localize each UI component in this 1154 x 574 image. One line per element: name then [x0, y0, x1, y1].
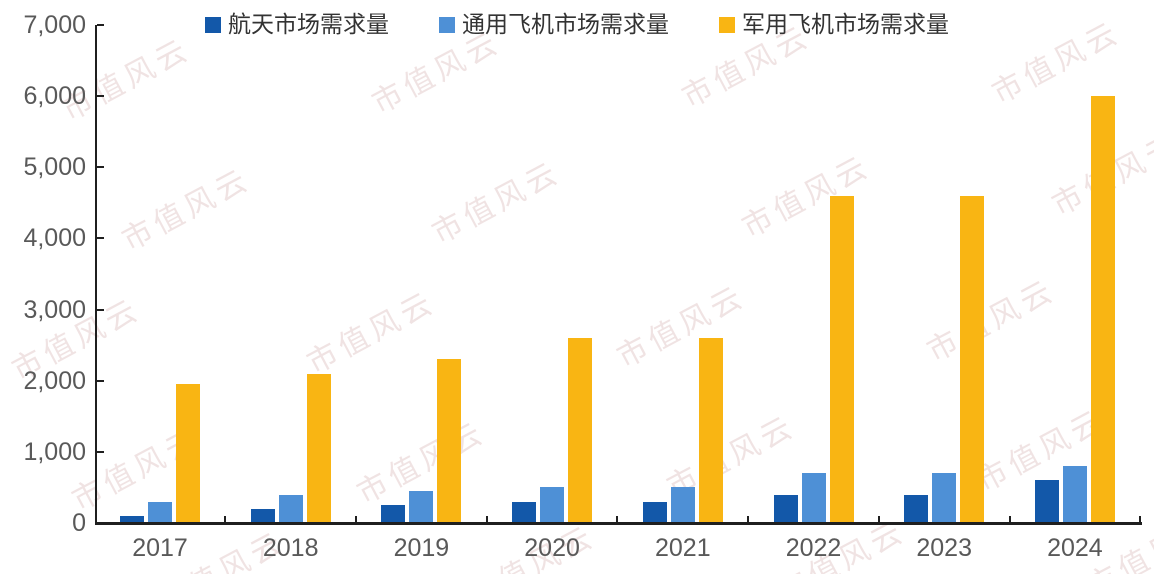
x-axis-tick: [616, 516, 619, 523]
y-axis-label: 4,000: [23, 224, 86, 253]
y-axis-label: 1,000: [23, 437, 86, 466]
bar-s1-2019: [409, 491, 434, 523]
x-axis-line: [95, 522, 1142, 525]
y-axis-line: [95, 25, 97, 525]
legend-item-military-aircraft: 军用飞机市场需求量: [719, 13, 949, 36]
x-axis-tick: [747, 516, 750, 523]
bar-s1-2020: [540, 487, 565, 523]
bar-s2-2023: [960, 196, 985, 523]
x-axis-label-2022: 2022: [785, 534, 842, 562]
bar-s1-2017: [148, 502, 172, 523]
bar-s0-2017: [120, 516, 144, 523]
x-axis-label-2023: 2023: [916, 534, 972, 562]
bar-s0-2018: [250, 509, 275, 523]
x-axis-tick: [224, 516, 227, 523]
bar-group-2019: [381, 359, 462, 523]
bar-group-2024: [1034, 96, 1115, 523]
x-axis-tick: [485, 516, 488, 523]
y-axis-tick: [97, 379, 104, 382]
legend-label-military-aircraft: 军用飞机市场需求量: [742, 11, 949, 37]
y-axis-tick: [97, 450, 104, 453]
legend-label-general-aviation: 通用飞机市场需求量: [462, 11, 669, 37]
bar-s2-2018: [306, 374, 331, 523]
x-axis-tick: [1139, 516, 1142, 523]
bar-s2-2017: [176, 384, 200, 523]
bar-s1-2023: [932, 473, 957, 523]
legend-item-general-aviation: 通用飞机市场需求量: [439, 13, 669, 36]
y-axis-tick: [97, 237, 104, 240]
bar-group-2017: [120, 384, 200, 523]
watermark-text: 市值风云: [57, 32, 197, 128]
bar-s1-2021: [670, 487, 695, 523]
bar-s0-2019: [381, 505, 406, 523]
y-axis-tick: [97, 24, 104, 26]
y-axis-label: 2,000: [23, 366, 86, 395]
bar-s2-2019: [437, 359, 462, 523]
legend-label-aerospace: 航天市场需求量: [228, 11, 389, 37]
x-axis-label-2019: 2019: [393, 534, 450, 562]
y-axis-label: 3,000: [23, 295, 86, 324]
watermark-text: 市值风云: [117, 162, 257, 258]
bar-s2-2020: [568, 338, 593, 523]
bar-s1-2022: [801, 473, 826, 523]
bar-s2-2022: [829, 196, 854, 523]
y-axis-tick: [97, 95, 104, 98]
y-axis-label: 5,000: [23, 153, 86, 182]
bar-s2-2024: [1090, 96, 1115, 523]
chart-legend: 航天市场需求量 通用飞机市场需求量 军用飞机市场需求量: [0, 13, 1154, 36]
watermark-text: 市值风云: [427, 155, 567, 251]
bar-group-2018: [250, 374, 331, 523]
bar-s0-2023: [904, 495, 929, 523]
y-axis-label: 7,000: [23, 11, 86, 39]
x-axis-label-2020: 2020: [524, 534, 580, 562]
legend-item-aerospace: 航天市场需求量: [205, 13, 389, 36]
bar-s2-2021: [698, 338, 723, 523]
bar-s1-2024: [1062, 466, 1087, 523]
bar-group-2022: [773, 196, 854, 523]
bar-group-2020: [512, 338, 593, 523]
y-axis-label: 0: [72, 509, 86, 537]
legend-swatch-aerospace-icon: [205, 16, 221, 33]
bar-s0-2021: [642, 502, 667, 523]
y-axis-tick: [97, 166, 104, 169]
x-axis-tick: [355, 516, 358, 523]
legend-swatch-general-aviation-icon: [439, 16, 455, 33]
bar-group-2021: [642, 338, 723, 523]
x-axis-label-2024: 2024: [1047, 534, 1103, 562]
y-axis-label: 6,000: [23, 82, 86, 111]
legend-swatch-military-aircraft-icon: [719, 16, 735, 33]
y-axis-tick: [97, 308, 104, 311]
bar-group-2023: [904, 196, 985, 523]
x-axis-tick: [877, 516, 880, 523]
bar-s0-2024: [1034, 480, 1059, 523]
bar-s0-2020: [512, 502, 537, 523]
x-axis-tick: [1008, 516, 1011, 523]
bar-s0-2022: [773, 495, 798, 523]
x-axis-label-2021: 2021: [654, 534, 711, 562]
x-axis-label-2018: 2018: [262, 534, 319, 562]
x-axis-label-2017: 2017: [132, 534, 188, 562]
bar-s1-2018: [278, 495, 303, 523]
